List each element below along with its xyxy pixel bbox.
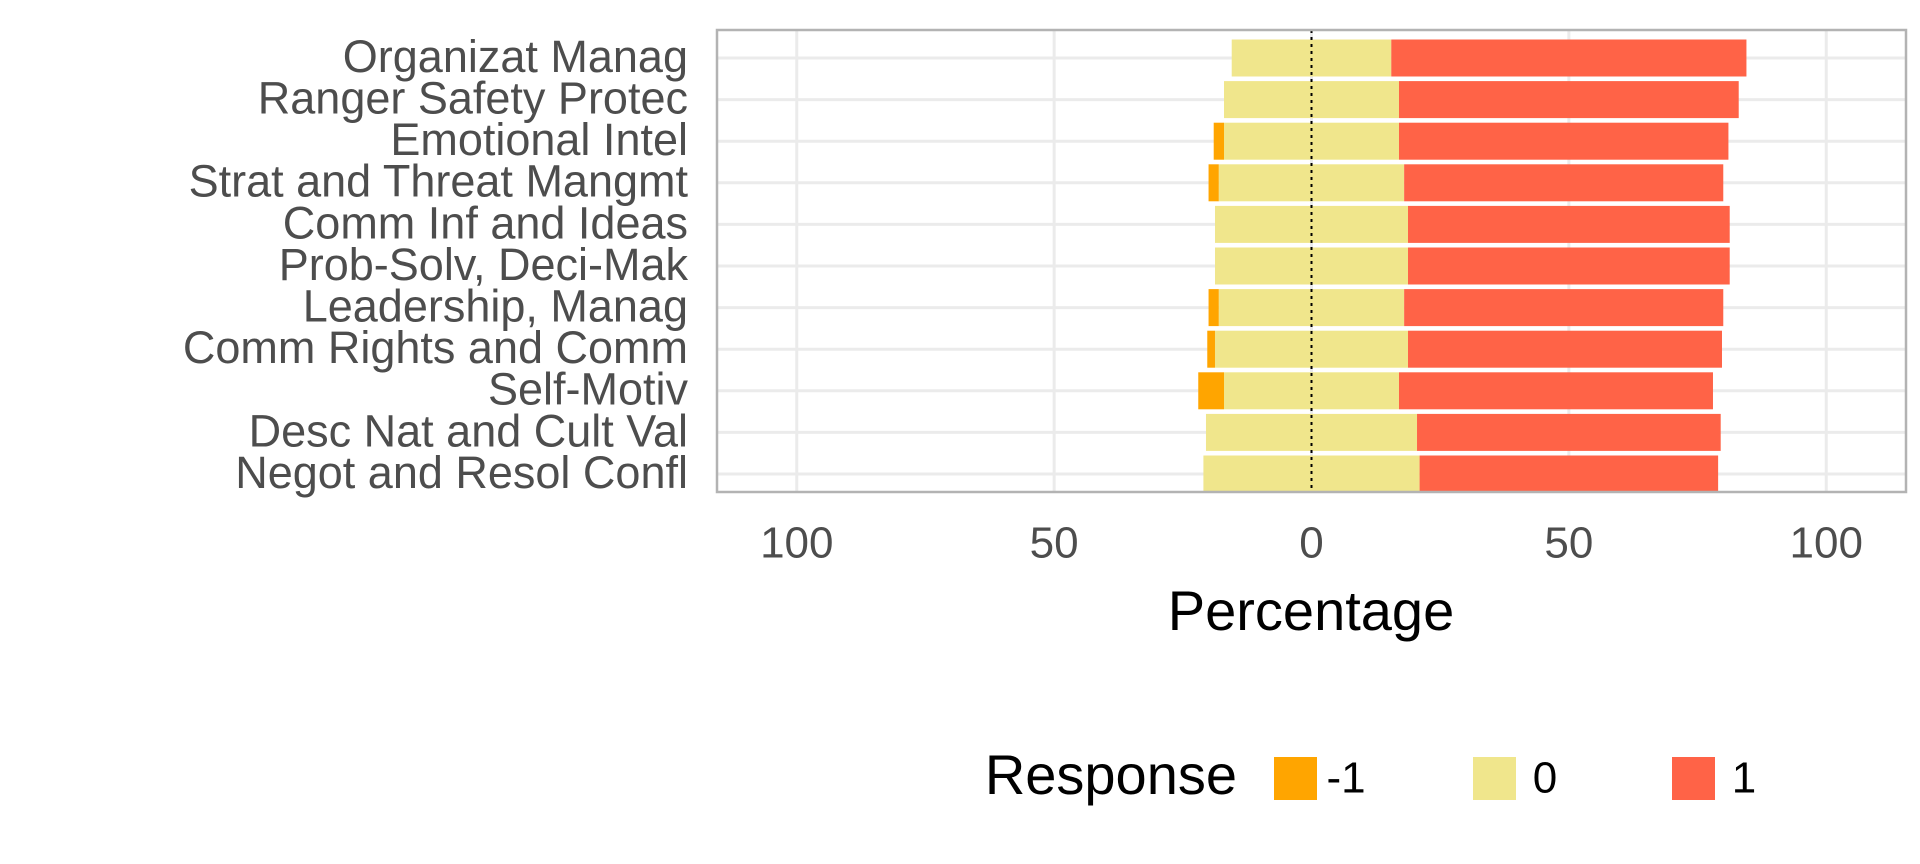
bar xyxy=(1408,205,1730,243)
bar xyxy=(1408,247,1730,285)
bar xyxy=(1208,164,1219,202)
bar xyxy=(1207,330,1215,368)
y-tick-label: Comm Inf and Ideas xyxy=(283,197,688,248)
y-tick-label: Desc Nat and Cult Val xyxy=(249,405,688,456)
legend-key xyxy=(1473,757,1516,800)
x-tick-label: 50 xyxy=(1030,519,1079,568)
bar xyxy=(1391,39,1747,77)
y-tick-label: Comm Rights and Comm xyxy=(183,322,688,373)
y-tick-label: Negot and Resol Confl xyxy=(235,447,688,498)
bar xyxy=(1214,247,1409,285)
y-tick-label: Emotional Intel xyxy=(390,114,688,165)
y-tick-label: Prob-Solv, Deci-Mak xyxy=(279,239,689,290)
legend-label: -1 xyxy=(1326,754,1365,803)
legend-label: 1 xyxy=(1732,754,1756,803)
bar xyxy=(1214,205,1409,243)
x-tick-label: 0 xyxy=(1299,519,1323,568)
x-tick-label: 50 xyxy=(1544,519,1593,568)
bar xyxy=(1208,289,1219,327)
legend-key xyxy=(1274,757,1317,800)
bar xyxy=(1404,164,1724,202)
bar xyxy=(1214,330,1409,368)
y-tick-label: Ranger Safety Protec xyxy=(258,72,688,123)
bar xyxy=(1198,372,1224,410)
x-tick-label: 100 xyxy=(760,519,833,568)
y-tick-label: Self-Motiv xyxy=(488,364,689,415)
bar xyxy=(1399,372,1713,410)
legend-key xyxy=(1672,757,1715,800)
x-axis-title: Percentage xyxy=(1168,579,1454,642)
legend-label: 0 xyxy=(1533,754,1557,803)
y-tick-label: Strat and Threat Mangmt xyxy=(189,156,689,207)
panel-border xyxy=(715,28,1908,494)
bar xyxy=(1218,164,1405,202)
bar xyxy=(1399,81,1739,119)
x-tick-label: 100 xyxy=(1790,519,1863,568)
bar xyxy=(1404,289,1724,327)
bar xyxy=(1218,289,1405,327)
bar xyxy=(1399,122,1729,160)
y-tick-label: Organizat Manag xyxy=(343,31,688,82)
bar xyxy=(1417,413,1721,451)
bar xyxy=(1419,455,1719,493)
bar xyxy=(1213,122,1224,160)
bar xyxy=(1408,330,1722,368)
y-tick-label: Leadership, Manag xyxy=(303,280,688,331)
legend-title: Response xyxy=(985,743,1237,806)
